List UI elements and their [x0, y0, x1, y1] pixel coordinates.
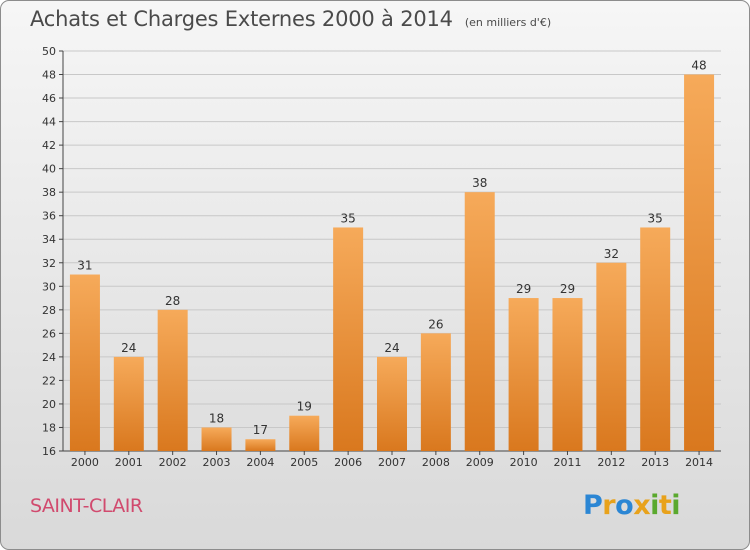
- data-label: 48: [691, 59, 706, 73]
- logo-letter: P: [583, 490, 603, 521]
- x-tick-label: 2004: [246, 456, 274, 469]
- bar-2002: [157, 309, 188, 451]
- y-tick-label: 32: [42, 257, 56, 270]
- bar-2010: [508, 298, 539, 451]
- data-label: 24: [121, 341, 136, 355]
- y-tick-label: 20: [42, 398, 56, 411]
- x-tick-label: 2011: [553, 456, 581, 469]
- x-tick-label: 2001: [115, 456, 143, 469]
- data-label: 38: [472, 176, 487, 190]
- proxiti-logo: Proxiti: [583, 490, 681, 521]
- bar-2006: [333, 227, 364, 451]
- data-label: 19: [297, 400, 312, 414]
- x-tick-label: 2003: [203, 456, 231, 469]
- y-tick-label: 48: [42, 69, 56, 82]
- bar-2000: [69, 274, 100, 451]
- y-tick-label: 36: [42, 210, 56, 223]
- bars: [69, 74, 715, 452]
- y-tick-label: 38: [42, 186, 56, 199]
- data-label: 29: [560, 282, 575, 296]
- y-tick-label: 46: [42, 92, 56, 105]
- logo-letter: i: [671, 490, 681, 521]
- y-tick-label: 50: [42, 45, 56, 58]
- bar-2009: [464, 192, 495, 452]
- chart-unit: (en milliers d'€): [464, 16, 552, 29]
- bar-2013: [640, 227, 671, 451]
- bar-2014: [684, 74, 715, 451]
- y-tick-label: 26: [42, 327, 56, 340]
- y-tick-label: 34: [42, 233, 56, 246]
- x-tick-label: 2002: [159, 456, 187, 469]
- data-label: 24: [384, 341, 399, 355]
- y-tick-label: 18: [42, 421, 56, 434]
- commune-name: SAINT-CLAIR: [30, 495, 143, 517]
- data-label: 28: [165, 294, 180, 308]
- logo-letter: t: [658, 490, 672, 521]
- y-tick-label: 40: [42, 163, 56, 176]
- logo-letter: i: [650, 490, 659, 521]
- y-tick-label: 22: [42, 374, 56, 387]
- data-label: 35: [340, 211, 355, 225]
- data-label: 17: [253, 423, 268, 437]
- y-tick-label: 42: [42, 139, 56, 152]
- x-tick-label: 2007: [378, 456, 406, 469]
- logo-letter: o: [615, 490, 634, 521]
- data-label: 31: [77, 259, 92, 273]
- x-tick-label: 2012: [597, 456, 625, 469]
- chart-title: Achats et Charges Externes 2000 à 2014: [30, 7, 453, 31]
- y-tick-label: 30: [42, 280, 56, 293]
- chart-title-line: Achats et Charges Externes 2000 à 2014 (e…: [30, 7, 551, 31]
- y-tick-label: 28: [42, 304, 56, 317]
- y-tick-label: 24: [42, 351, 56, 364]
- data-label: 32: [604, 247, 619, 261]
- y-tick-label: 44: [42, 116, 56, 129]
- x-tick-label: 2010: [510, 456, 538, 469]
- data-label: 26: [428, 317, 443, 331]
- bar-2003: [201, 427, 232, 451]
- labels: 16 18 20 22 24 26 28 30 32 34 36 38 40 42 44 46 48 50 31 20…: [42, 45, 713, 469]
- data-label: 35: [648, 211, 663, 225]
- bar-2011: [552, 298, 583, 451]
- x-tick-label: 2008: [422, 456, 450, 469]
- bar-2008: [420, 333, 451, 451]
- data-label: 29: [516, 282, 531, 296]
- bar-2004: [245, 439, 276, 451]
- x-tick-label: 2005: [290, 456, 318, 469]
- x-tick-label: 2013: [641, 456, 669, 469]
- data-label: 18: [209, 411, 224, 425]
- logo-letter: r: [602, 490, 616, 521]
- bar-2007: [377, 356, 407, 451]
- bar-2001: [113, 356, 144, 451]
- x-tick-label: 2014: [685, 456, 713, 469]
- bar-2005: [289, 415, 320, 451]
- bar-2012: [596, 262, 627, 451]
- x-tick-label: 2006: [334, 456, 362, 469]
- x-tick-label: 2009: [466, 456, 494, 469]
- x-tick-label: 2000: [71, 456, 99, 469]
- logo-letter: x: [633, 490, 651, 521]
- y-tick-label: 16: [42, 445, 56, 458]
